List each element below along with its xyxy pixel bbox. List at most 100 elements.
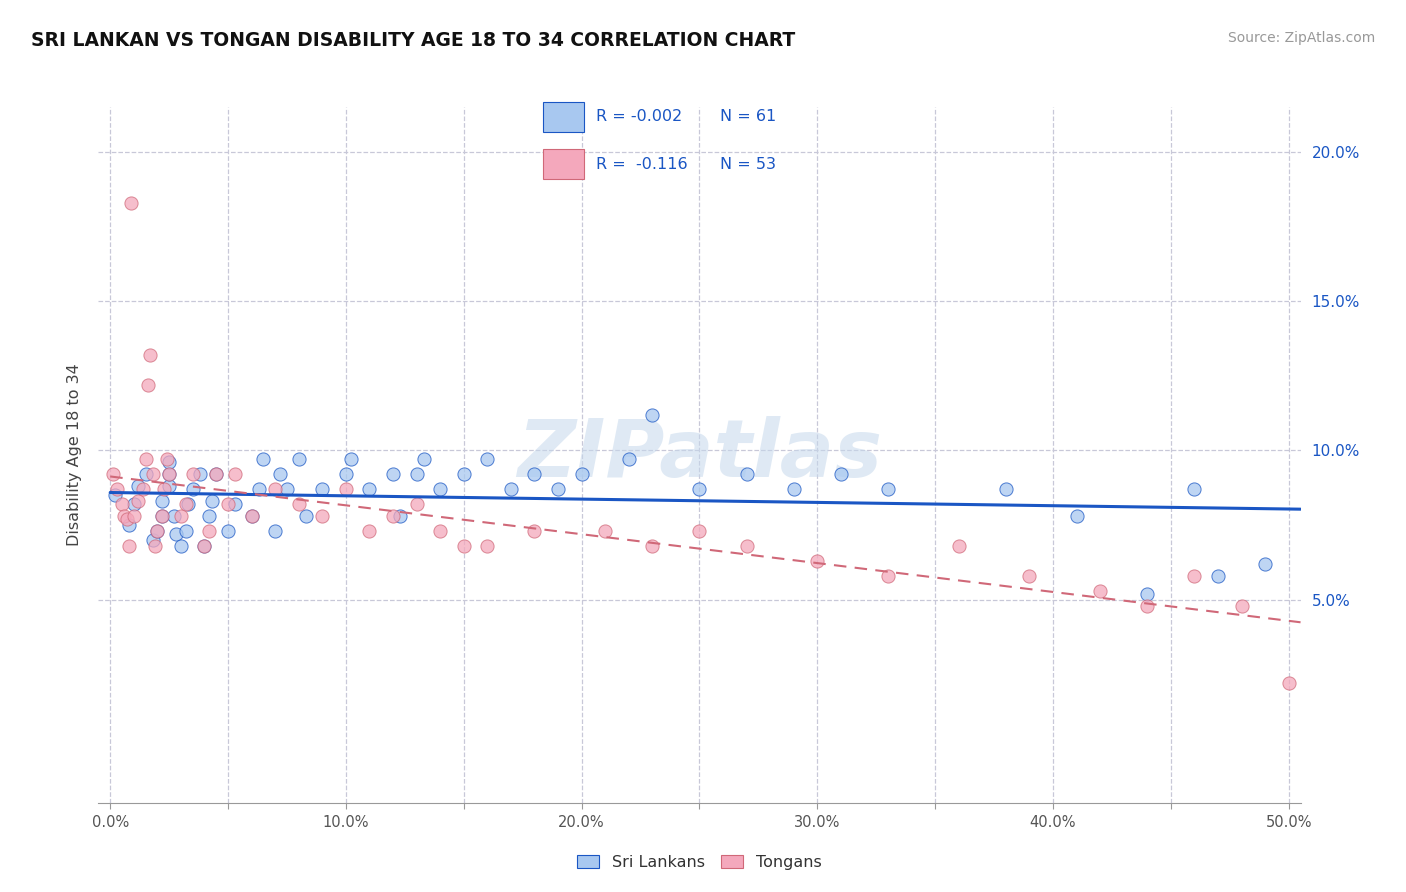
- Point: [115, 512, 138, 526]
- Point: [1018, 569, 1040, 583]
- Point: [224, 467, 246, 482]
- Point: [139, 348, 162, 362]
- Point: [165, 527, 187, 541]
- Point: [339, 452, 361, 467]
- Point: [132, 482, 155, 496]
- Point: [156, 452, 179, 467]
- Point: [335, 482, 357, 496]
- Point: [193, 539, 215, 553]
- Point: [142, 467, 165, 482]
- Bar: [543, 102, 585, 132]
- Point: [205, 467, 228, 482]
- Point: [1088, 583, 1111, 598]
- Point: [217, 524, 239, 538]
- Point: [412, 452, 434, 467]
- Point: [143, 539, 166, 553]
- Point: [405, 497, 427, 511]
- Point: [122, 497, 145, 511]
- Point: [405, 467, 427, 482]
- Point: [104, 488, 127, 502]
- Point: [101, 467, 124, 482]
- Point: [157, 479, 180, 493]
- Point: [477, 452, 499, 467]
- Text: SRI LANKAN VS TONGAN DISABILITY AGE 18 TO 34 CORRELATION CHART: SRI LANKAN VS TONGAN DISABILITY AGE 18 T…: [31, 31, 796, 50]
- Text: R = -0.002: R = -0.002: [596, 110, 682, 124]
- Point: [382, 509, 405, 524]
- Point: [105, 482, 128, 496]
- Point: [170, 509, 193, 524]
- Legend: Sri Lankans, Tongans: Sri Lankans, Tongans: [572, 850, 827, 875]
- Point: [111, 497, 134, 511]
- Point: [1184, 569, 1206, 583]
- Point: [112, 509, 135, 524]
- Point: [198, 509, 221, 524]
- Point: [157, 467, 180, 482]
- Point: [135, 452, 157, 467]
- Point: [118, 518, 141, 533]
- Point: [264, 482, 287, 496]
- Point: [188, 467, 211, 482]
- Point: [1066, 509, 1088, 524]
- Point: [1230, 599, 1253, 613]
- Point: [571, 467, 593, 482]
- Point: [181, 467, 204, 482]
- Point: [382, 467, 405, 482]
- Point: [830, 467, 852, 482]
- Point: [224, 497, 246, 511]
- Point: [311, 509, 333, 524]
- Point: [477, 539, 499, 553]
- Point: [523, 524, 546, 538]
- Bar: [543, 149, 585, 179]
- Point: [240, 509, 263, 524]
- Point: [453, 467, 475, 482]
- Point: [240, 509, 263, 524]
- Point: [1136, 599, 1159, 613]
- Point: [877, 482, 900, 496]
- Point: [247, 482, 270, 496]
- Point: [735, 467, 758, 482]
- Point: [523, 467, 546, 482]
- Point: [311, 482, 333, 496]
- Point: [153, 482, 176, 496]
- Point: [641, 539, 664, 553]
- Point: [641, 408, 664, 422]
- Point: [288, 452, 311, 467]
- Point: [806, 554, 828, 568]
- Point: [174, 497, 197, 511]
- Point: [217, 497, 239, 511]
- Point: [150, 494, 173, 508]
- Point: [200, 494, 222, 508]
- Point: [174, 524, 197, 538]
- Point: [617, 452, 640, 467]
- Point: [689, 524, 711, 538]
- Point: [1254, 557, 1277, 571]
- Point: [499, 482, 522, 496]
- Point: [735, 539, 758, 553]
- Text: ZIPatlas: ZIPatlas: [517, 416, 882, 494]
- Y-axis label: Disability Age 18 to 34: Disability Age 18 to 34: [66, 364, 82, 546]
- Point: [453, 539, 475, 553]
- Point: [118, 539, 141, 553]
- Point: [198, 524, 221, 538]
- Point: [276, 482, 298, 496]
- Point: [142, 533, 165, 547]
- Point: [269, 467, 291, 482]
- Text: R =  -0.116: R = -0.116: [596, 157, 688, 171]
- Point: [783, 482, 806, 496]
- Point: [429, 482, 451, 496]
- Point: [122, 509, 145, 524]
- Point: [1206, 569, 1229, 583]
- Point: [135, 467, 157, 482]
- Point: [359, 524, 381, 538]
- Point: [177, 497, 200, 511]
- Point: [146, 524, 169, 538]
- Point: [205, 467, 228, 482]
- Point: [146, 524, 169, 538]
- Point: [150, 509, 173, 524]
- Point: [157, 467, 180, 482]
- Point: [335, 467, 357, 482]
- Point: [389, 509, 412, 524]
- Point: [170, 539, 193, 553]
- Point: [877, 569, 900, 583]
- Text: N = 53: N = 53: [720, 157, 776, 171]
